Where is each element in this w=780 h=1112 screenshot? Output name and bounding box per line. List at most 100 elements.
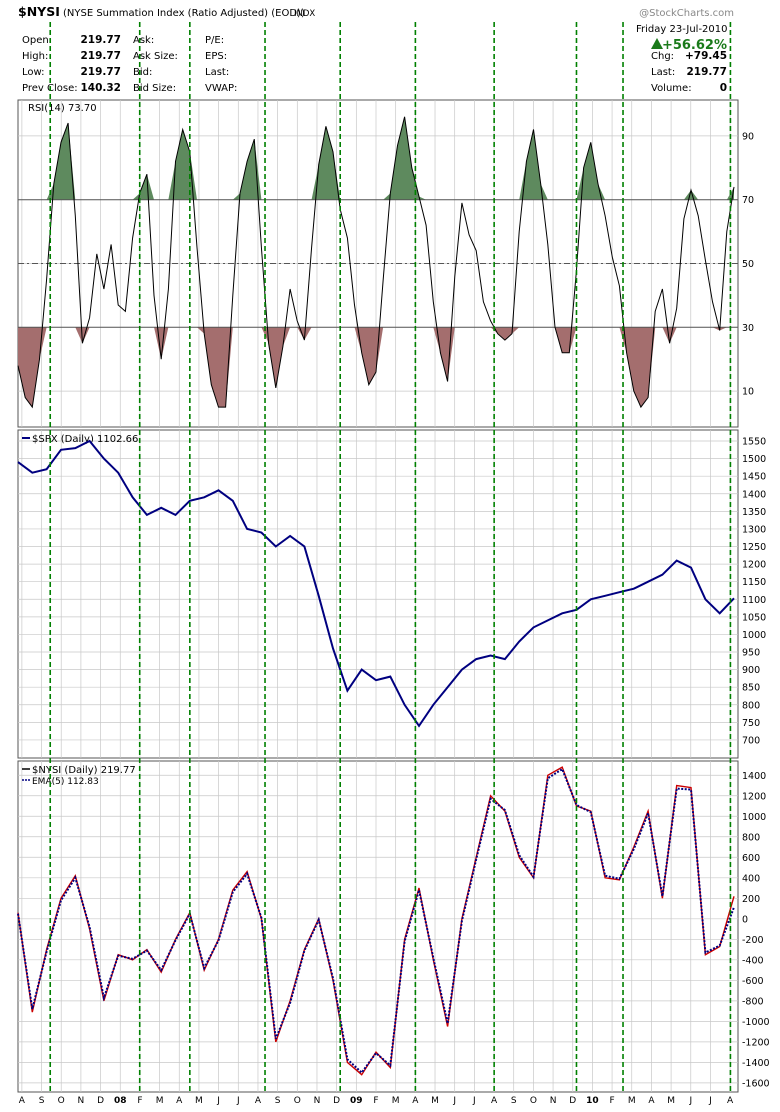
x-tick-label: O: [530, 1096, 537, 1106]
y-tick-label: 70: [742, 195, 754, 206]
panel-frame: [17, 429, 739, 759]
quote-field-value: 219.77: [80, 50, 121, 62]
quote-field-label: Bid Size:: [133, 83, 176, 94]
rsi-line: [17, 116, 735, 409]
ema-line: [17, 767, 735, 1075]
y-tick-label: -1400: [742, 1058, 770, 1069]
y-tick-label: -1200: [742, 1037, 770, 1048]
x-tick-label: M: [628, 1096, 636, 1106]
quote-field-label: Chg:: [651, 51, 674, 62]
description-label: (NYSE Summation Index (Ratio Adjusted) (…: [63, 8, 305, 19]
x-tick-label: D: [97, 1096, 104, 1106]
y-tick-label: 800: [742, 700, 760, 711]
x-tick-label: J: [708, 1096, 712, 1106]
y-tick-label: 90: [742, 131, 754, 142]
overbought-fill: [18, 116, 734, 200]
legend-rsi: RSI(14) 73.70: [28, 103, 97, 114]
quote-field-value: 140.32: [80, 82, 121, 94]
x-tick-label: 10: [586, 1096, 599, 1106]
x-tick-label: M: [156, 1096, 164, 1106]
y-tick-label: 400: [742, 873, 760, 884]
y-tick-label: -1600: [742, 1078, 770, 1089]
y-tick-label: 850: [742, 683, 760, 694]
nysi-line: [17, 766, 735, 1076]
x-tick-label: M: [392, 1096, 400, 1106]
symbol-label: $NYSI: [18, 4, 60, 19]
x-tick-label: J: [688, 1096, 692, 1106]
y-tick-label: 600: [742, 853, 760, 864]
legend-ema: EMA(5) 112.83: [32, 777, 99, 787]
x-tick-label: A: [412, 1096, 419, 1106]
y-tick-label: 1050: [742, 612, 766, 623]
y-tick-label: 900: [742, 665, 760, 676]
y-tick-label: 1000: [742, 630, 766, 641]
y-tick-label: 1100: [742, 595, 766, 606]
y-tick-label: 0: [742, 914, 748, 925]
x-tick-label: A: [255, 1096, 262, 1106]
quote-field-value: 219.77: [686, 66, 727, 78]
y-tick-label: 10: [742, 387, 754, 398]
x-tick-label: S: [275, 1096, 281, 1106]
x-tick-label: S: [511, 1096, 517, 1106]
header-panel: $NYSI (NYSE Summation Index (Ratio Adjus…: [18, 4, 734, 94]
y-tick-label: 1450: [742, 472, 766, 483]
y-tick-label: -600: [742, 976, 764, 987]
quote-field-label: High:: [22, 51, 48, 62]
y-tick-label: 1200: [742, 560, 766, 571]
y-tick-label: 750: [742, 718, 760, 729]
quote-field-label: Ask:: [133, 35, 154, 46]
x-tick-label: N: [550, 1096, 557, 1106]
quote-field-label: Ask Size:: [133, 51, 178, 62]
quote-field-label: Volume:: [651, 83, 692, 94]
y-tick-label: 1550: [742, 437, 766, 448]
quote-field-label: Open: [22, 35, 49, 46]
quote-field-label: Bid:: [133, 67, 152, 78]
y-tick-label: -800: [742, 996, 764, 1007]
x-tick-label: O: [58, 1096, 65, 1106]
x-tick-label: A: [727, 1096, 734, 1106]
y-tick-label: -1000: [742, 1017, 770, 1028]
x-tick-label: F: [373, 1096, 378, 1106]
x-tick-label: A: [19, 1096, 26, 1106]
x-tick-label: J: [216, 1096, 220, 1106]
x-tick-label: 08: [114, 1096, 127, 1106]
y-tick-label: 1000: [742, 812, 766, 823]
y-tick-label: 700: [742, 735, 760, 746]
legend-nysi: $NYSI (Daily) 219.77: [32, 765, 136, 776]
spx-line: [17, 439, 735, 728]
quote-field-label: VWAP:: [205, 83, 237, 94]
quote-field-label: P/E:: [205, 35, 224, 46]
x-tick-label: J: [472, 1096, 476, 1106]
x-tick-label: N: [78, 1096, 85, 1106]
exchange-label: INDX: [294, 9, 315, 19]
y-tick-label: 1250: [742, 542, 766, 553]
x-axis: A S O N D 08 F M A M J J A S O N D 09 F M A M J J A S O N D 10 F M A M J J A: [19, 1096, 734, 1106]
y-tick-label: 1400: [742, 771, 766, 782]
quote-field-label: EPS:: [205, 51, 227, 62]
x-tick-label: D: [333, 1096, 340, 1106]
x-tick-label: N: [314, 1096, 321, 1106]
y-tick-label: 1200: [742, 791, 766, 802]
x-tick-label: D: [569, 1096, 576, 1106]
x-tick-label: M: [431, 1096, 439, 1106]
x-tick-label: 09: [350, 1096, 363, 1106]
quote-field-value: 0: [720, 82, 727, 94]
panel-frame: [17, 760, 739, 1093]
x-tick-label: F: [137, 1096, 142, 1106]
quote-field-label: Low:: [22, 67, 45, 78]
y-tick-label: 800: [742, 832, 760, 843]
y-tick-label: 1300: [742, 524, 766, 535]
change-pct-label: +56.62%: [662, 38, 727, 53]
spx-panel: 700 750 800 850 900 950 1000 1050 1100 1150 1200 12…: [17, 429, 766, 759]
quote-field-label: Last:: [205, 67, 229, 78]
x-tick-label: A: [176, 1096, 183, 1106]
legend-spx: $SPX (Daily) 1102.66: [32, 434, 138, 445]
y-tick-label: 30: [742, 323, 754, 334]
y-tick-label: -200: [742, 935, 764, 946]
up-arrow-icon: [651, 38, 663, 49]
x-tick-label: A: [491, 1096, 498, 1106]
y-tick-label: 1350: [742, 507, 766, 518]
x-tick-label: O: [294, 1096, 301, 1106]
date-label: Friday 23-Jul-2010: [636, 24, 728, 35]
